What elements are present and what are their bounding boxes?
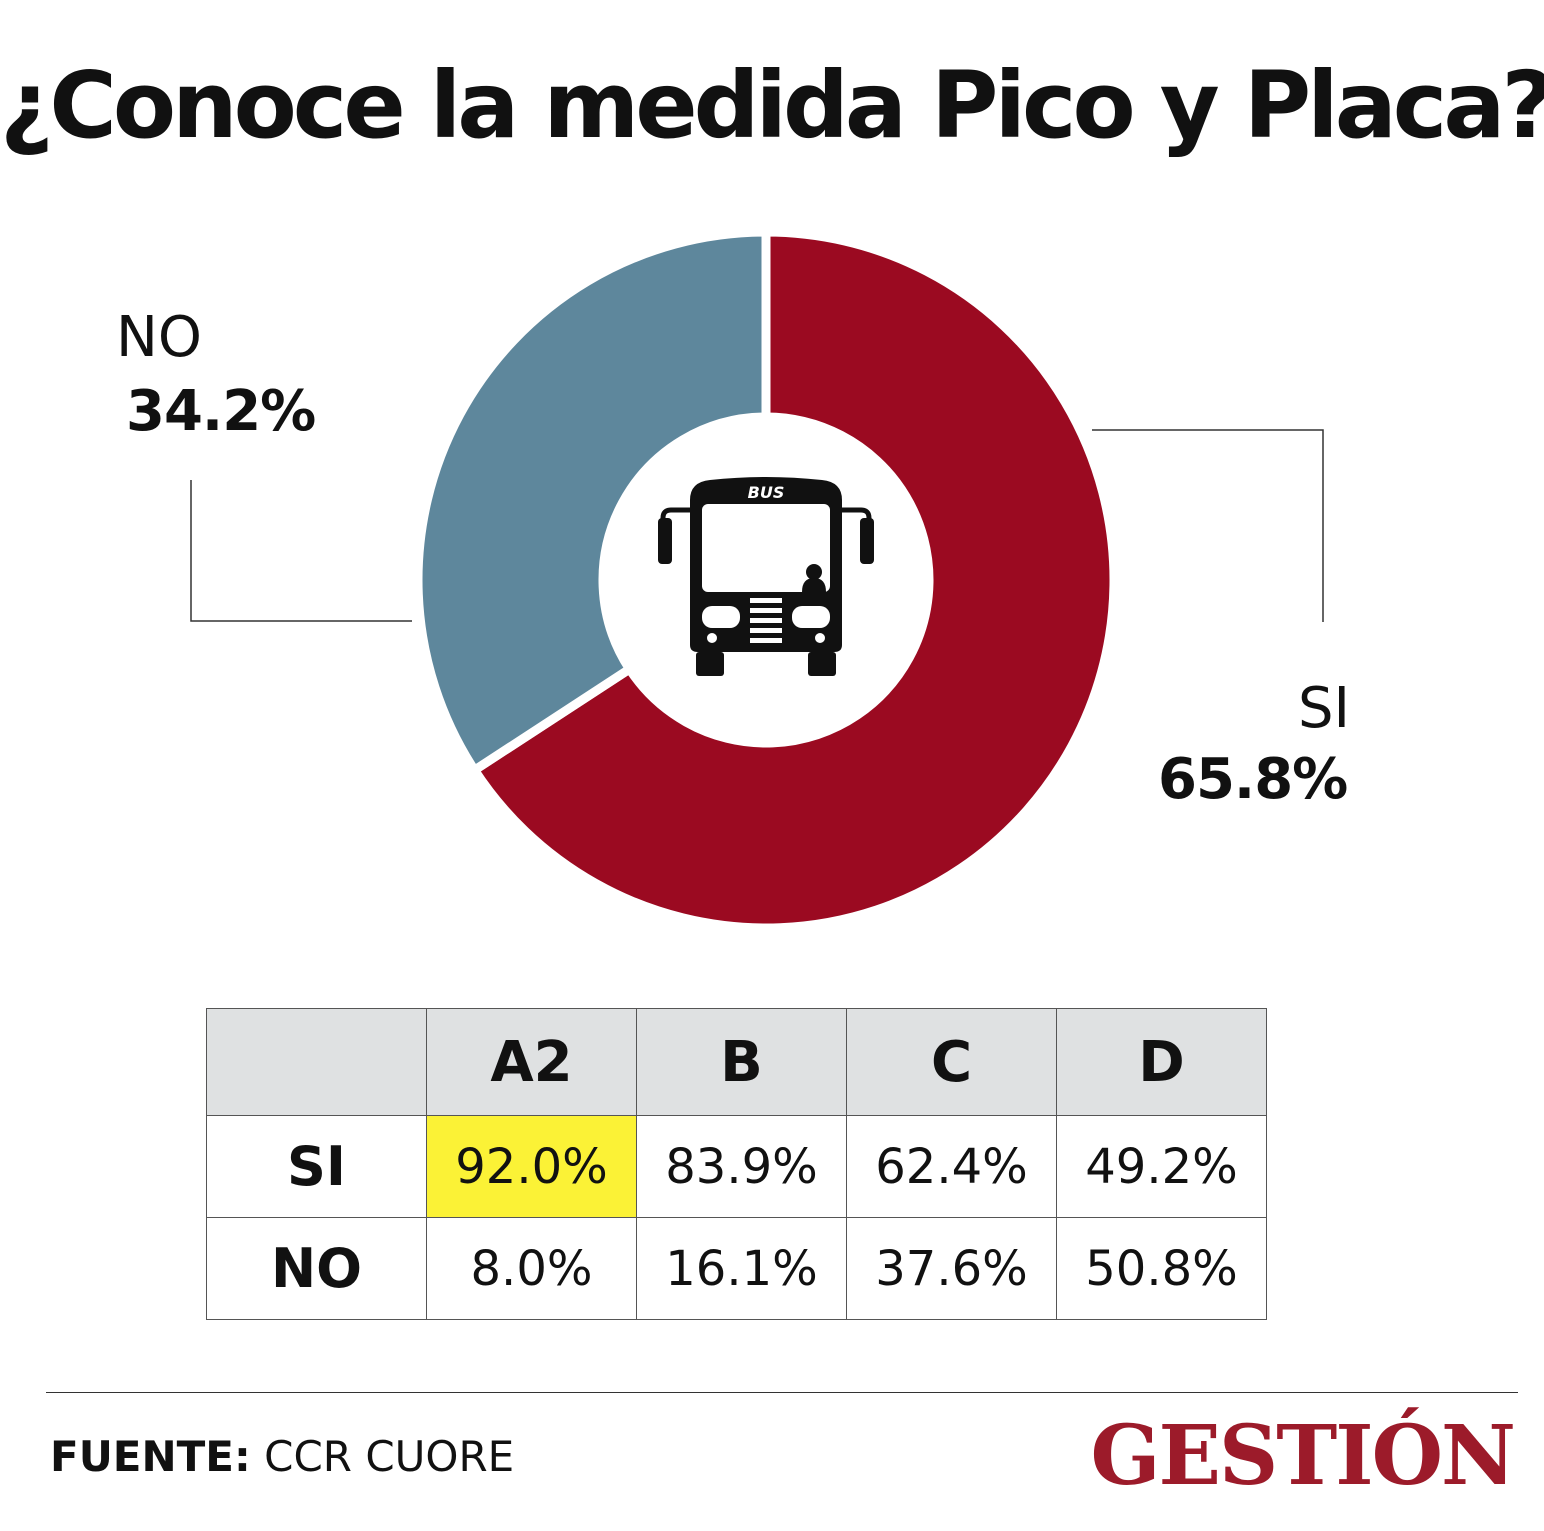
slice-label-si: SI <box>1298 676 1351 741</box>
column-header: B <box>636 1008 847 1116</box>
page-title: ¿Conoce la medida Pico y Placa? <box>0 52 1544 159</box>
table-cell: 62.4% <box>846 1115 1057 1218</box>
leader-line-no <box>190 480 412 622</box>
table-corner-cell <box>206 1008 427 1116</box>
column-header: D <box>1056 1008 1267 1116</box>
bus-label: BUS <box>748 483 785 502</box>
slice-value-si: 65.8% <box>1158 747 1348 812</box>
donut-chart: BUS <box>190 227 1324 933</box>
bus-icon: BUS <box>658 477 874 676</box>
table-header-row: A2 B C D <box>206 1008 1267 1116</box>
row-header-no: NO <box>206 1217 427 1320</box>
table-row: NO 8.0% 16.1% 37.6% 50.8% <box>206 1217 1267 1320</box>
table-cell: 83.9% <box>636 1115 847 1218</box>
table-cell: 50.8% <box>1056 1217 1267 1320</box>
footer-divider <box>46 1392 1518 1393</box>
donut-slices <box>413 227 1119 933</box>
segment-table: A2 B C D SI 92.0% 83.9% 62.4% 49.2% NO 8… <box>206 1008 1267 1320</box>
table-cell: 16.1% <box>636 1217 847 1320</box>
table-cell: 37.6% <box>846 1217 1057 1320</box>
donut-slice-no <box>413 227 771 777</box>
table-cell: 49.2% <box>1056 1115 1267 1218</box>
table-cell-highlighted: 92.0% <box>426 1115 637 1218</box>
source-note: FUENTE: CCR CUORE <box>50 1432 514 1481</box>
brand-logo: GESTIÓN <box>1090 1408 1516 1504</box>
leader-line-si <box>1092 429 1324 622</box>
slice-label-no: NO <box>116 305 202 370</box>
source-text: CCR CUORE <box>264 1432 515 1481</box>
donut-slice-si <box>468 227 1119 933</box>
row-header-si: SI <box>206 1115 427 1218</box>
column-header: C <box>846 1008 1057 1116</box>
column-header: A2 <box>426 1008 637 1116</box>
source-label: FUENTE: <box>50 1432 251 1481</box>
slice-value-no: 34.2% <box>126 379 316 444</box>
table-row: SI 92.0% 83.9% 62.4% 49.2% <box>206 1115 1267 1218</box>
table-cell: 8.0% <box>426 1217 637 1320</box>
